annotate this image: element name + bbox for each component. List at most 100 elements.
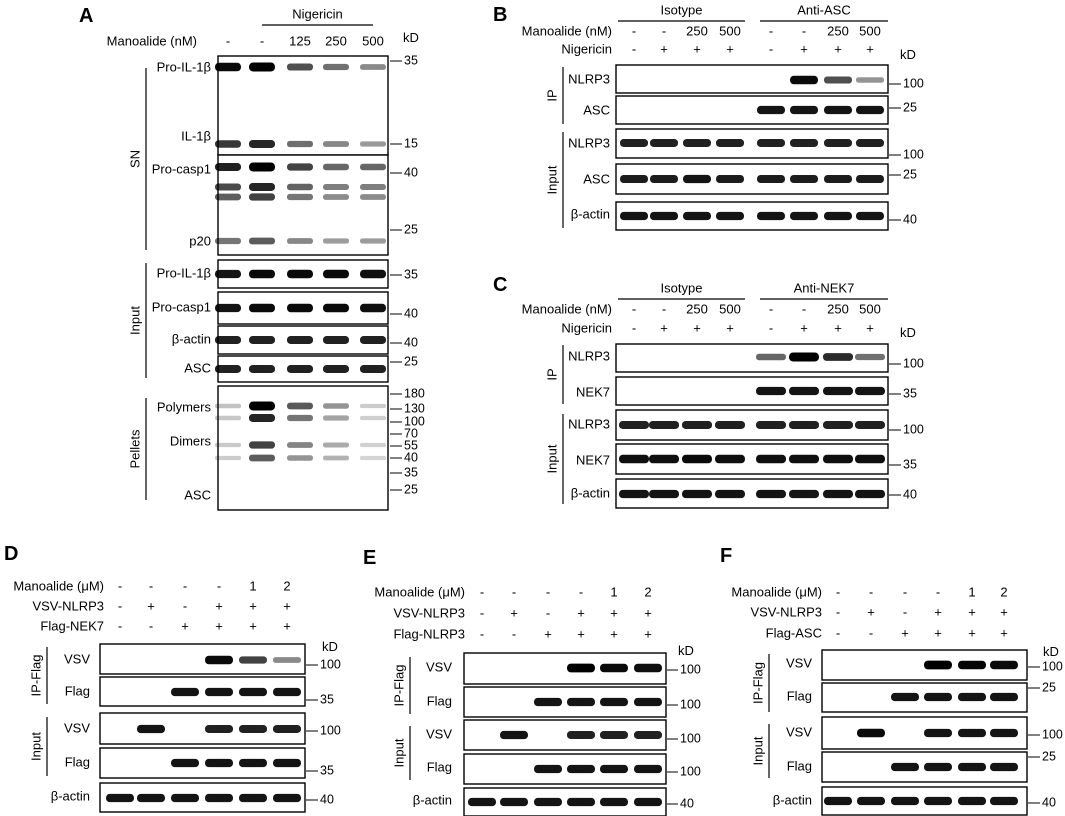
- panel-d-header-cell: -: [183, 578, 187, 593]
- kd-label-b: kD: [900, 47, 916, 62]
- panel-f-group-name: IP-Flag: [750, 662, 765, 704]
- panel-letter-f: F: [720, 545, 732, 567]
- panel-c-band: [823, 386, 853, 396]
- panel-c-header-cell: 250: [686, 301, 708, 316]
- panel-a-band: [323, 455, 349, 461]
- panel-f-band: [891, 692, 919, 702]
- panel-d-band: [239, 656, 267, 664]
- panel-a-band: [287, 193, 313, 201]
- panel-f-header-cell: +: [934, 625, 942, 640]
- panel-e-blot-frame: [463, 686, 667, 718]
- panel-a-band: [360, 442, 386, 448]
- panel-a-band: [323, 63, 349, 71]
- panel-b-band: [620, 211, 648, 221]
- panel-a-band: [215, 455, 241, 461]
- panel-f-band: [857, 728, 885, 738]
- panel-a-band: [215, 183, 241, 191]
- panel-b-band: [856, 105, 884, 115]
- panel-f-protein-label: Flag: [787, 758, 812, 773]
- panel-a-band: [287, 402, 313, 410]
- panel-c-band: [756, 454, 786, 464]
- panel-a-group-name: Pellets: [127, 429, 142, 469]
- panel-e-blot-frame: [463, 787, 667, 816]
- panel-b-band: [683, 139, 711, 147]
- panel-b-header-cell: -: [769, 23, 773, 38]
- panel-f-header-cell: -: [836, 604, 840, 619]
- panel-f-header-label: VSV-NLRP3: [750, 604, 822, 619]
- panel-f-header-cell: -: [836, 584, 840, 599]
- panel-c-header-label: Manoalide (nM): [522, 301, 612, 316]
- panel-c-band: [756, 489, 786, 499]
- panel-a-header-cell: -: [260, 33, 264, 48]
- panel-a-marker-label: 25: [404, 222, 418, 236]
- panel-e-marker-label: 100: [680, 662, 701, 676]
- panel-b-group-label: Anti-ASC: [797, 2, 850, 17]
- panel-a-group-name: Input: [127, 306, 142, 335]
- panel-b-header-cell: +: [800, 41, 808, 56]
- panel-a-band: [249, 401, 275, 411]
- panel-d-header-cell: -: [149, 578, 153, 593]
- panel-a-marker-label: 40: [404, 165, 418, 179]
- panel-b-band: [824, 139, 852, 147]
- panel-e-band: [634, 697, 662, 707]
- panel-d-group-name: IP-Flag: [28, 655, 43, 697]
- panel-b-band: [856, 174, 884, 184]
- panel-c-band: [789, 489, 819, 499]
- panel-d-marker-label: 100: [320, 657, 341, 671]
- panel-c-group-name: Input: [544, 444, 559, 473]
- panel-e-band: [534, 697, 562, 707]
- panel-e-marker-label: 100: [680, 697, 701, 711]
- panel-e-band: [634, 797, 662, 807]
- panel-e-header-cell: +: [544, 626, 552, 641]
- panel-a-band: [323, 403, 349, 409]
- panel-b-group-label: Isotype: [661, 2, 703, 17]
- panel-d-header-label: VSV-NLRP3: [32, 598, 104, 613]
- panel-a-band: [215, 140, 241, 148]
- panel-f-band: [824, 796, 852, 806]
- panel-e-band: [567, 697, 595, 707]
- panel-d-header-cell: +: [215, 598, 223, 613]
- panel-e-band: [534, 764, 562, 774]
- panel-e-band: [567, 797, 595, 807]
- panel-a-band: [360, 455, 386, 461]
- panel-a-marker-label: 180: [404, 386, 425, 400]
- panel-a-band: [323, 415, 349, 421]
- panel-b-band: [716, 174, 744, 184]
- panel-c-header-cell: -: [802, 301, 806, 316]
- panel-c-header-cell: -: [662, 301, 666, 316]
- panel-b-group-name: Input: [544, 165, 559, 194]
- panel-c-band: [823, 353, 853, 361]
- panel-letter-e: E: [363, 547, 376, 569]
- panel-f-header-cell: +: [1000, 625, 1008, 640]
- panel-e-blot-frame: [463, 652, 667, 685]
- panel-c-group-label: Isotype: [661, 280, 703, 295]
- panel-e-header-label: Manoalide (μM): [374, 584, 465, 599]
- panel-c-header-cell: 500: [859, 301, 881, 316]
- panel-a-band: [360, 163, 386, 171]
- panel-e-band: [534, 797, 562, 807]
- panel-e-header-cell: -: [480, 584, 484, 599]
- panel-d-protein-label: VSV: [64, 651, 90, 666]
- panel-f-header-cell: +: [968, 625, 976, 640]
- panel-a-band: [215, 303, 241, 313]
- panel-a-band: [287, 365, 313, 373]
- panel-a-band: [215, 415, 241, 421]
- panel-e-band: [634, 663, 662, 673]
- panel-a-protein-label: p20: [189, 233, 211, 248]
- panel-a-band: [360, 303, 386, 313]
- panel-a-band: [323, 238, 349, 244]
- panel-f-band: [958, 728, 986, 738]
- panel-c-band: [789, 421, 819, 429]
- panel-b-band: [790, 105, 818, 115]
- panel-a-band: [360, 238, 386, 244]
- panel-a-band: [287, 140, 313, 148]
- panel-f-header-cell: +: [901, 625, 909, 640]
- panel-d-band: [239, 758, 267, 768]
- panel-e-header-label: VSV-NLRP3: [393, 605, 465, 620]
- panel-d-band: [273, 687, 301, 697]
- panel-c-marker-label: 100: [903, 422, 924, 436]
- panel-b-header-cell: +: [866, 41, 874, 56]
- panel-a-band: [323, 336, 349, 344]
- panel-b-band: [856, 139, 884, 147]
